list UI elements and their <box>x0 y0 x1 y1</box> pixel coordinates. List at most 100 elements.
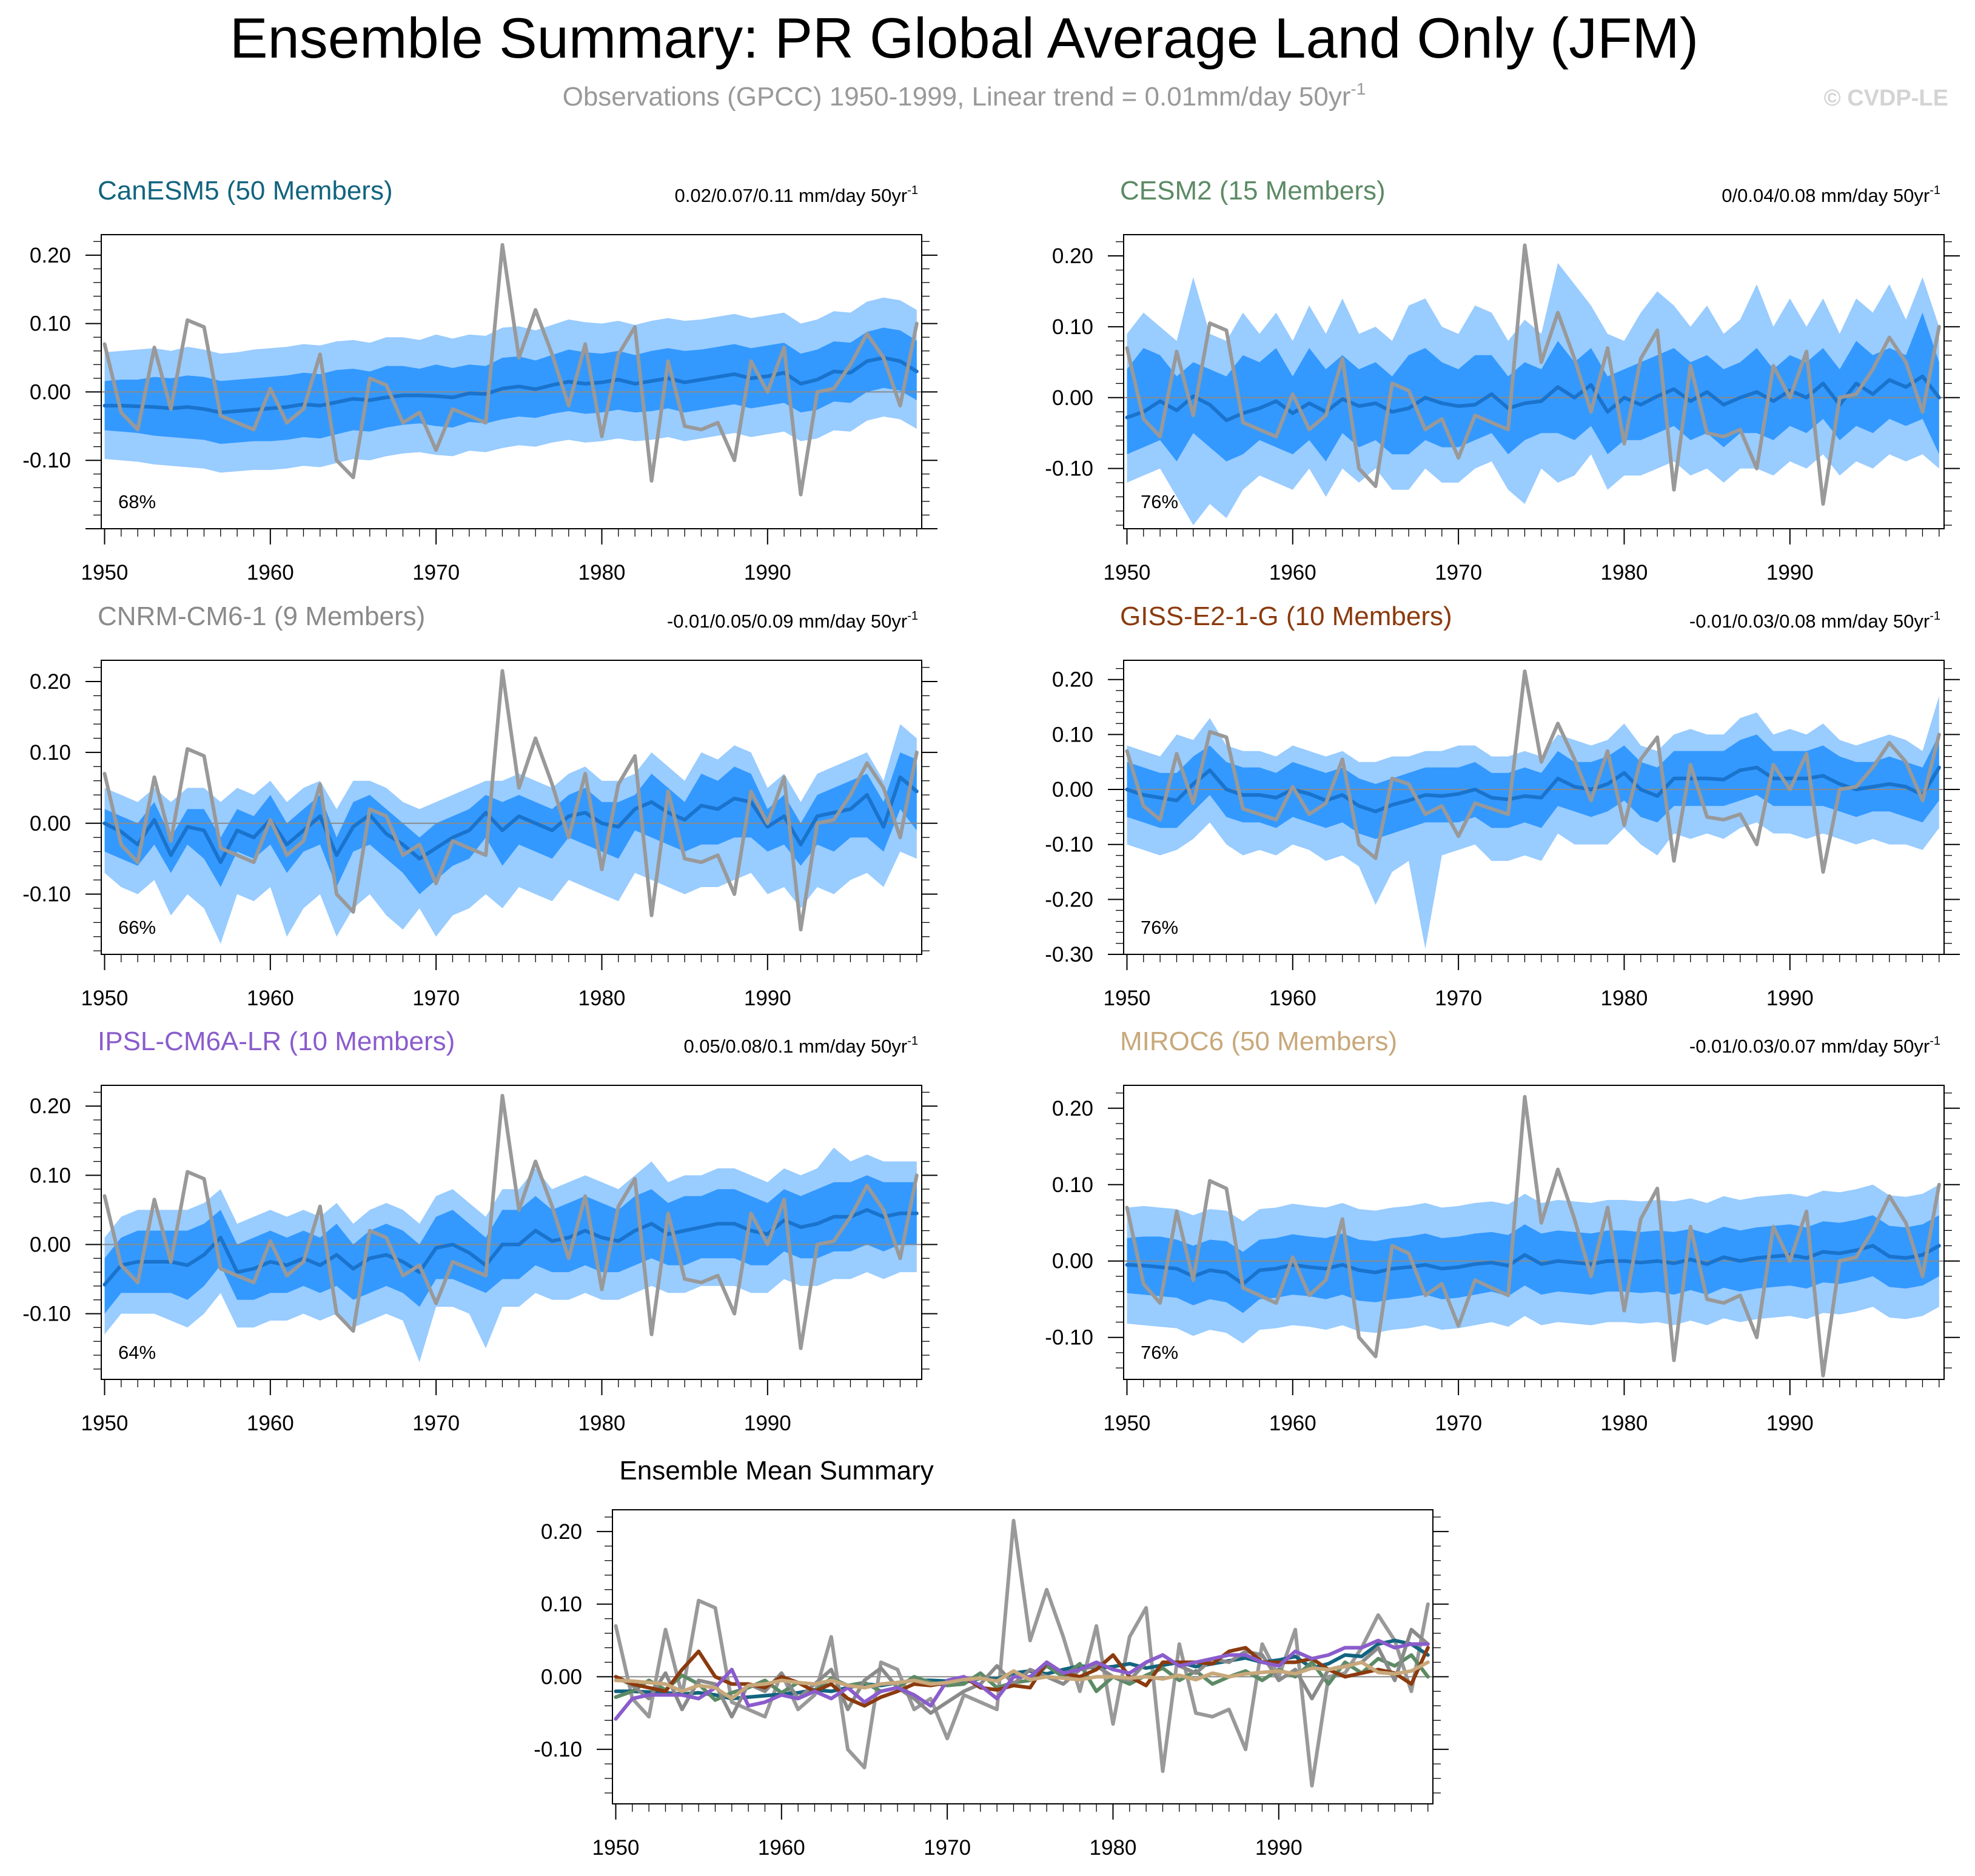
figure-title: Ensemble Summary: PR Global Average Land… <box>230 6 1698 70</box>
x-tick-label: 1970 <box>1435 1412 1482 1435</box>
plot-frame <box>1123 234 1945 529</box>
trend-text: 0.05/0.08/0.1 mm/day 50yr <box>683 1036 907 1057</box>
subtitle-superscript: -1 <box>1350 79 1366 98</box>
panel-title: GISS-E2-1-G (10 Members) <box>1120 601 1452 631</box>
trend-superscript: -1 <box>907 609 918 623</box>
y-tick-label: 0.10 <box>1052 1173 1093 1197</box>
chart-panels: 0.20 0.10 0.00 -0.10 1950 1960 1970 1980 1990 Can… <box>22 176 1960 1860</box>
panel-trend-label: -0.01/0.03/0.08 mm/day 50yr-1 <box>1689 609 1940 632</box>
observations-line <box>1125 243 1941 506</box>
x-tick-label: 1990 <box>744 987 791 1010</box>
percent-label: 76% <box>1141 917 1178 938</box>
x-tick-label: 1980 <box>1601 987 1648 1010</box>
trend-text: -0.01/0.05/0.09 mm/day 50yr <box>667 611 907 632</box>
panel-trend-label: 0.02/0.07/0.11 mm/day 50yr-1 <box>675 184 919 206</box>
trend-superscript: -1 <box>1930 609 1940 623</box>
ensemble-mean-line <box>1125 374 1941 423</box>
y-tick-label: 0.00 <box>1052 1250 1093 1273</box>
x-tick-label: 1980 <box>1601 561 1648 585</box>
trend-superscript: -1 <box>907 184 918 197</box>
panel-trend-label: -0.01/0.05/0.09 mm/day 50yr-1 <box>667 609 918 632</box>
x-tick-label: 1960 <box>1269 561 1316 585</box>
y-tick-label: 0.10 <box>1052 315 1093 339</box>
percent-label: 64% <box>118 1342 156 1363</box>
panel-giss: 0.20 0.10 0.00 -0.10 -0.20 -0.30 1950 1960 1970 1… <box>1045 601 1960 1010</box>
panel-title: CESM2 (15 Members) <box>1120 176 1386 206</box>
x-tick-label: 1960 <box>247 1412 294 1435</box>
observations-line <box>102 243 919 497</box>
x-tick-label: 1960 <box>247 987 294 1010</box>
y-tick-label: 0.00 <box>30 1233 71 1256</box>
series-line-canesm5 <box>614 1638 1430 1701</box>
y-tick-label: 0.10 <box>30 741 71 765</box>
y-tick-label: 0.00 <box>30 812 71 836</box>
observations-line <box>102 669 919 932</box>
y-tick-label: 0.10 <box>541 1593 582 1616</box>
panel-summary: 0.20 0.10 0.00 -0.10 1950 1960 1970 1980 1990 Ens… <box>534 1456 1449 1860</box>
trend-text: 0.02/0.07/0.11 mm/day 50yr <box>675 185 908 206</box>
plot-area-ipsl <box>101 1094 922 1362</box>
x-tick-label: 1990 <box>1766 1412 1814 1435</box>
y-tick-label: 0.20 <box>30 670 71 694</box>
x-tick-label: 1950 <box>1104 987 1151 1010</box>
panel-title: CanESM5 (50 Members) <box>98 176 393 206</box>
x-tick-label: 1970 <box>924 1836 971 1860</box>
x-tick-label: 1970 <box>412 987 460 1010</box>
y-tick-label: -0.10 <box>22 449 71 472</box>
panel-ipsl: 0.20 0.10 0.00 -0.10 1950 1960 1970 1980 1990 IPS… <box>22 1027 937 1435</box>
x-tick-label: 1950 <box>81 1412 129 1435</box>
x-tick-label: 1950 <box>1104 561 1151 585</box>
x-tick-label: 1970 <box>412 1412 460 1435</box>
y-tick-label: 0.00 <box>541 1665 582 1689</box>
percent-label: 66% <box>118 917 156 938</box>
plot-area-cesm2 <box>1124 243 1944 526</box>
trend-text: -0.01/0.03/0.07 mm/day 50yr <box>1689 1036 1930 1057</box>
observations-line <box>102 1094 919 1350</box>
x-tick-label: 1960 <box>758 1836 805 1860</box>
x-tick-label: 1950 <box>1104 1412 1151 1435</box>
y-tick-label: -0.10 <box>22 883 71 906</box>
y-tick-label: -0.10 <box>1045 457 1093 481</box>
x-tick-label: 1990 <box>744 561 791 585</box>
percent-label: 76% <box>1141 1342 1178 1363</box>
x-tick-label: 1980 <box>578 987 626 1010</box>
y-tick-label: 0.00 <box>1052 778 1093 802</box>
y-tick-label: 0.20 <box>30 1094 71 1118</box>
inner-spread-band <box>1127 1215 1939 1313</box>
plot-frame <box>612 1509 1433 1804</box>
y-tick-label: 0.20 <box>30 244 71 267</box>
observations-line <box>614 1519 1430 1788</box>
ensemble-mean-line <box>1125 765 1941 814</box>
panel-trend-label: 0/0.04/0.08 mm/day 50yr-1 <box>1722 184 1940 206</box>
panel-title: CNRM-CM6-1 (9 Members) <box>98 601 425 631</box>
observations-line <box>1125 1094 1941 1378</box>
y-tick-label: -0.10 <box>1045 833 1093 857</box>
x-tick-label: 1990 <box>744 1412 791 1435</box>
x-tick-label: 1950 <box>81 987 129 1010</box>
observations-line <box>1125 669 1941 874</box>
x-tick-label: 1980 <box>578 561 626 585</box>
y-tick-label: -0.10 <box>22 1302 71 1326</box>
subtitle-text: Observations (GPCC) 1950-1999, Linear tr… <box>563 82 1351 112</box>
ensemble-mean-line <box>102 356 919 415</box>
y-tick-label: 0.10 <box>30 312 71 336</box>
x-tick-label: 1950 <box>81 561 129 585</box>
x-tick-label: 1990 <box>1766 987 1814 1010</box>
x-tick-label: 1960 <box>247 561 294 585</box>
y-tick-label: 0.20 <box>1052 1097 1093 1121</box>
plot-area-summary <box>612 1519 1433 1788</box>
y-tick-label: 0.10 <box>30 1164 71 1187</box>
plot-area-canesm5 <box>101 243 922 497</box>
panel-title: Ensemble Mean Summary <box>619 1456 933 1486</box>
trend-text: 0/0.04/0.08 mm/day 50yr <box>1722 185 1930 206</box>
y-tick-label: 0.20 <box>1052 244 1093 268</box>
y-tick-label: 0.00 <box>30 380 71 404</box>
plot-frame <box>1123 660 1945 955</box>
y-tick-label: 0.10 <box>1052 723 1093 746</box>
watermark: © CVDP-LE <box>1824 85 1948 111</box>
percent-label: 68% <box>118 491 156 512</box>
x-tick-label: 1960 <box>1269 1412 1316 1435</box>
figure-subtitle: Observations (GPCC) 1950-1999, Linear tr… <box>563 79 1366 112</box>
x-tick-label: 1980 <box>1601 1412 1648 1435</box>
x-tick-label: 1990 <box>1255 1836 1303 1860</box>
